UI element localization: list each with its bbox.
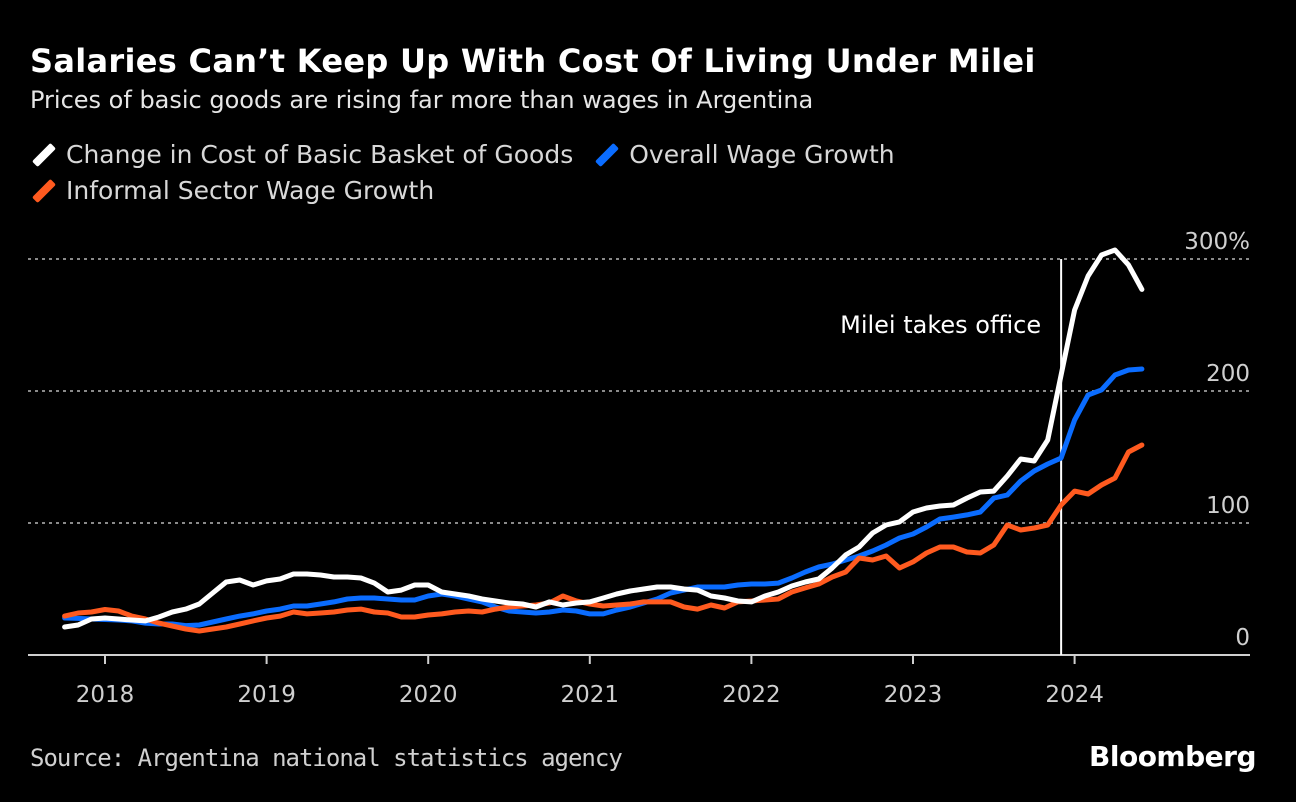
legend-label-overall-wage: Overall Wage Growth xyxy=(629,140,895,169)
x-tick-label: 2020 xyxy=(399,682,458,708)
annotation-milei-takes-office: Milei takes office xyxy=(840,311,1041,339)
x-tick-label: 2018 xyxy=(76,682,135,708)
x-tick-label: 2019 xyxy=(237,682,296,708)
x-tick-label: 2021 xyxy=(561,682,620,708)
x-tick-label: 2022 xyxy=(722,682,781,708)
y-tick-label: 100 xyxy=(1206,493,1250,519)
bloomberg-logo: Bloomberg xyxy=(1089,740,1256,773)
x-tick-label: 2024 xyxy=(1045,682,1104,708)
informal-wage-line xyxy=(62,442,1145,634)
source-note: Source: Argentina national statistics ag… xyxy=(30,744,623,772)
y-tick-label: 0 xyxy=(1235,625,1250,651)
x-tick-label: 2023 xyxy=(884,682,943,708)
legend-item-overall-wage: Overall Wage Growth xyxy=(593,140,895,169)
chart-title: Salaries Can’t Keep Up With Cost Of Livi… xyxy=(30,42,1036,80)
legend-label-informal-wage: Informal Sector Wage Growth xyxy=(66,176,435,205)
legend-item-basket: Change in Cost of Basic Basket of Goods xyxy=(30,140,573,169)
legend-row-1: Change in Cost of Basic Basket of Goods … xyxy=(30,140,895,169)
y-tick-label: 200 xyxy=(1206,361,1250,387)
y-tick-label: 300% xyxy=(1184,229,1250,255)
legend-item-informal-wage: Informal Sector Wage Growth xyxy=(30,176,434,205)
overall-wage-line xyxy=(62,366,1145,629)
basket-of-goods-line xyxy=(62,247,1145,630)
legend-label-basket: Change in Cost of Basic Basket of Goods xyxy=(66,140,574,169)
legend-row-2: Informal Sector Wage Growth xyxy=(30,176,434,205)
chart-subtitle: Prices of basic goods are rising far mor… xyxy=(30,86,814,114)
